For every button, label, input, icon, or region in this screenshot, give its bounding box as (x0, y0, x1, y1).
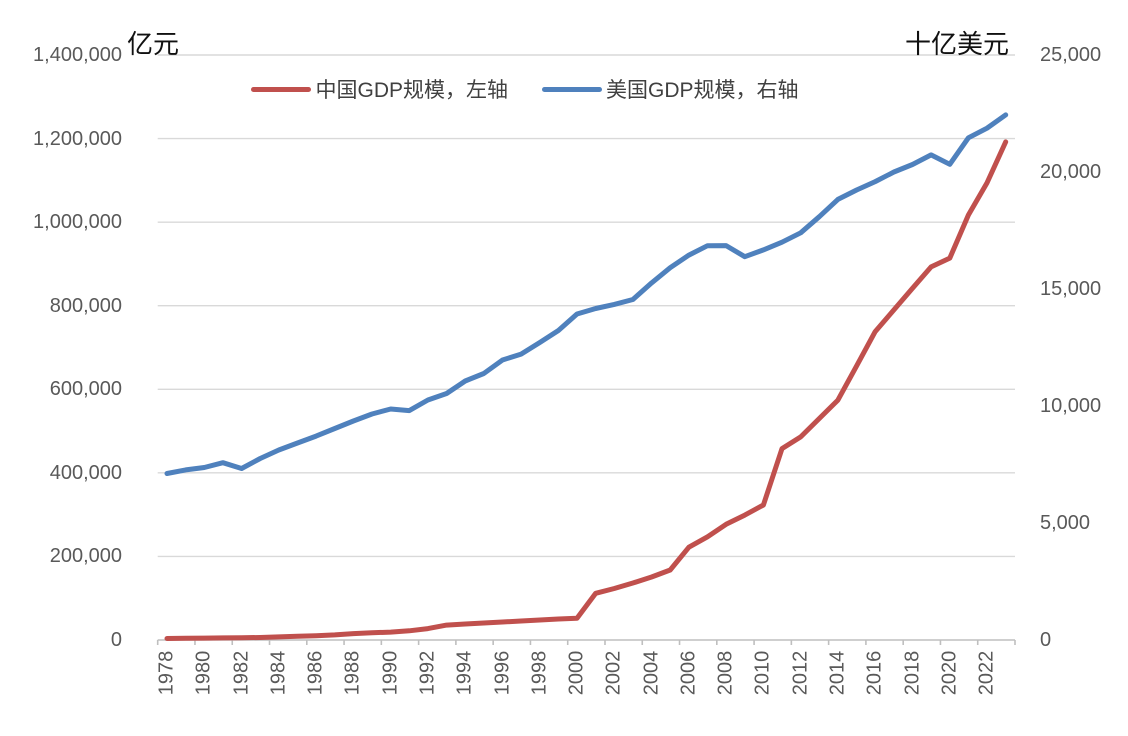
right-axis-tick-label: 5,000 (1040, 512, 1091, 534)
us-gdp-line (164, 112, 1009, 476)
x-axis-tick-label: 2008 (714, 650, 737, 696)
left-axis-tick-label: 600,000 (49, 378, 122, 401)
x-axis-tick-label: 2018 (901, 650, 923, 696)
left-axis-tick-label: 400,000 (49, 461, 122, 484)
x-axis-tick-label: 1978 (155, 650, 178, 696)
right-axis-tick-label: 20,000 (1040, 161, 1102, 183)
x-axis-tick-label: 1996 (491, 650, 513, 696)
x-axis-tick-label: 2004 (640, 650, 663, 696)
x-axis-tick-label: 1980 (192, 650, 215, 696)
x-axis-tick-label: 1982 (230, 650, 253, 696)
x-axis-tick-label: 2002 (602, 650, 625, 696)
x-axis-tick-label: 2006 (677, 650, 700, 696)
x-axis-tick-label: 1984 (267, 650, 290, 696)
legend-label-china: 中国GDP规模，左轴 (315, 79, 508, 102)
legend-item-china: 中国GDP规模，左轴 (251, 74, 508, 104)
right-axis-tick-label: 0 (1040, 629, 1052, 651)
right-axis-tick-label: 15,000 (1040, 278, 1102, 300)
left-axis-title: 亿元 (127, 30, 180, 60)
x-axis-tick-label: 1986 (304, 650, 327, 696)
x-axis-tick-label: 1990 (379, 650, 402, 696)
left-axis-tick-label: 800,000 (49, 294, 122, 317)
us-line-swatch (542, 86, 602, 92)
x-axis-tick-label: 1988 (341, 650, 364, 696)
legend-label-us: 美国GDP规模，右轴 (606, 79, 799, 102)
right-axis-title: 十亿美元 (905, 30, 1010, 60)
x-axis-tick-label: 2020 (938, 650, 961, 696)
left-axis-tick-label: 1,200,000 (33, 127, 122, 150)
right-axis-tick-label: 25,000 (1040, 44, 1102, 66)
left-axis-tick-label: 1,000,000 (33, 211, 122, 234)
left-axis-tick-label: 1,400,000 (33, 44, 122, 66)
x-axis-tick-label: 1994 (453, 650, 476, 696)
left-axis-tick-label: 0 (110, 629, 122, 651)
china-gdp-line (164, 139, 1009, 641)
x-axis-tick-label: 2012 (789, 650, 812, 696)
legend-item-us: 美国GDP规模，右轴 (542, 74, 799, 104)
right-axis-tick-label: 10,000 (1040, 395, 1102, 417)
x-axis-tick-label: 2010 (751, 650, 774, 696)
x-axis-tick-label: 2022 (975, 650, 998, 696)
china-line-swatch (251, 86, 312, 92)
x-axis-tick-label: 2000 (565, 650, 588, 696)
x-axis-tick-label: 1992 (416, 650, 439, 696)
legend: 中国GDP规模，左轴 美国GDP规模，右轴 (0, 74, 1050, 104)
left-axis-tick-label: 200,000 (49, 545, 122, 568)
x-axis-tick-label: 2014 (826, 650, 849, 696)
x-axis-tick-label: 1998 (528, 650, 551, 696)
x-axis-tick-label: 2016 (863, 650, 886, 696)
